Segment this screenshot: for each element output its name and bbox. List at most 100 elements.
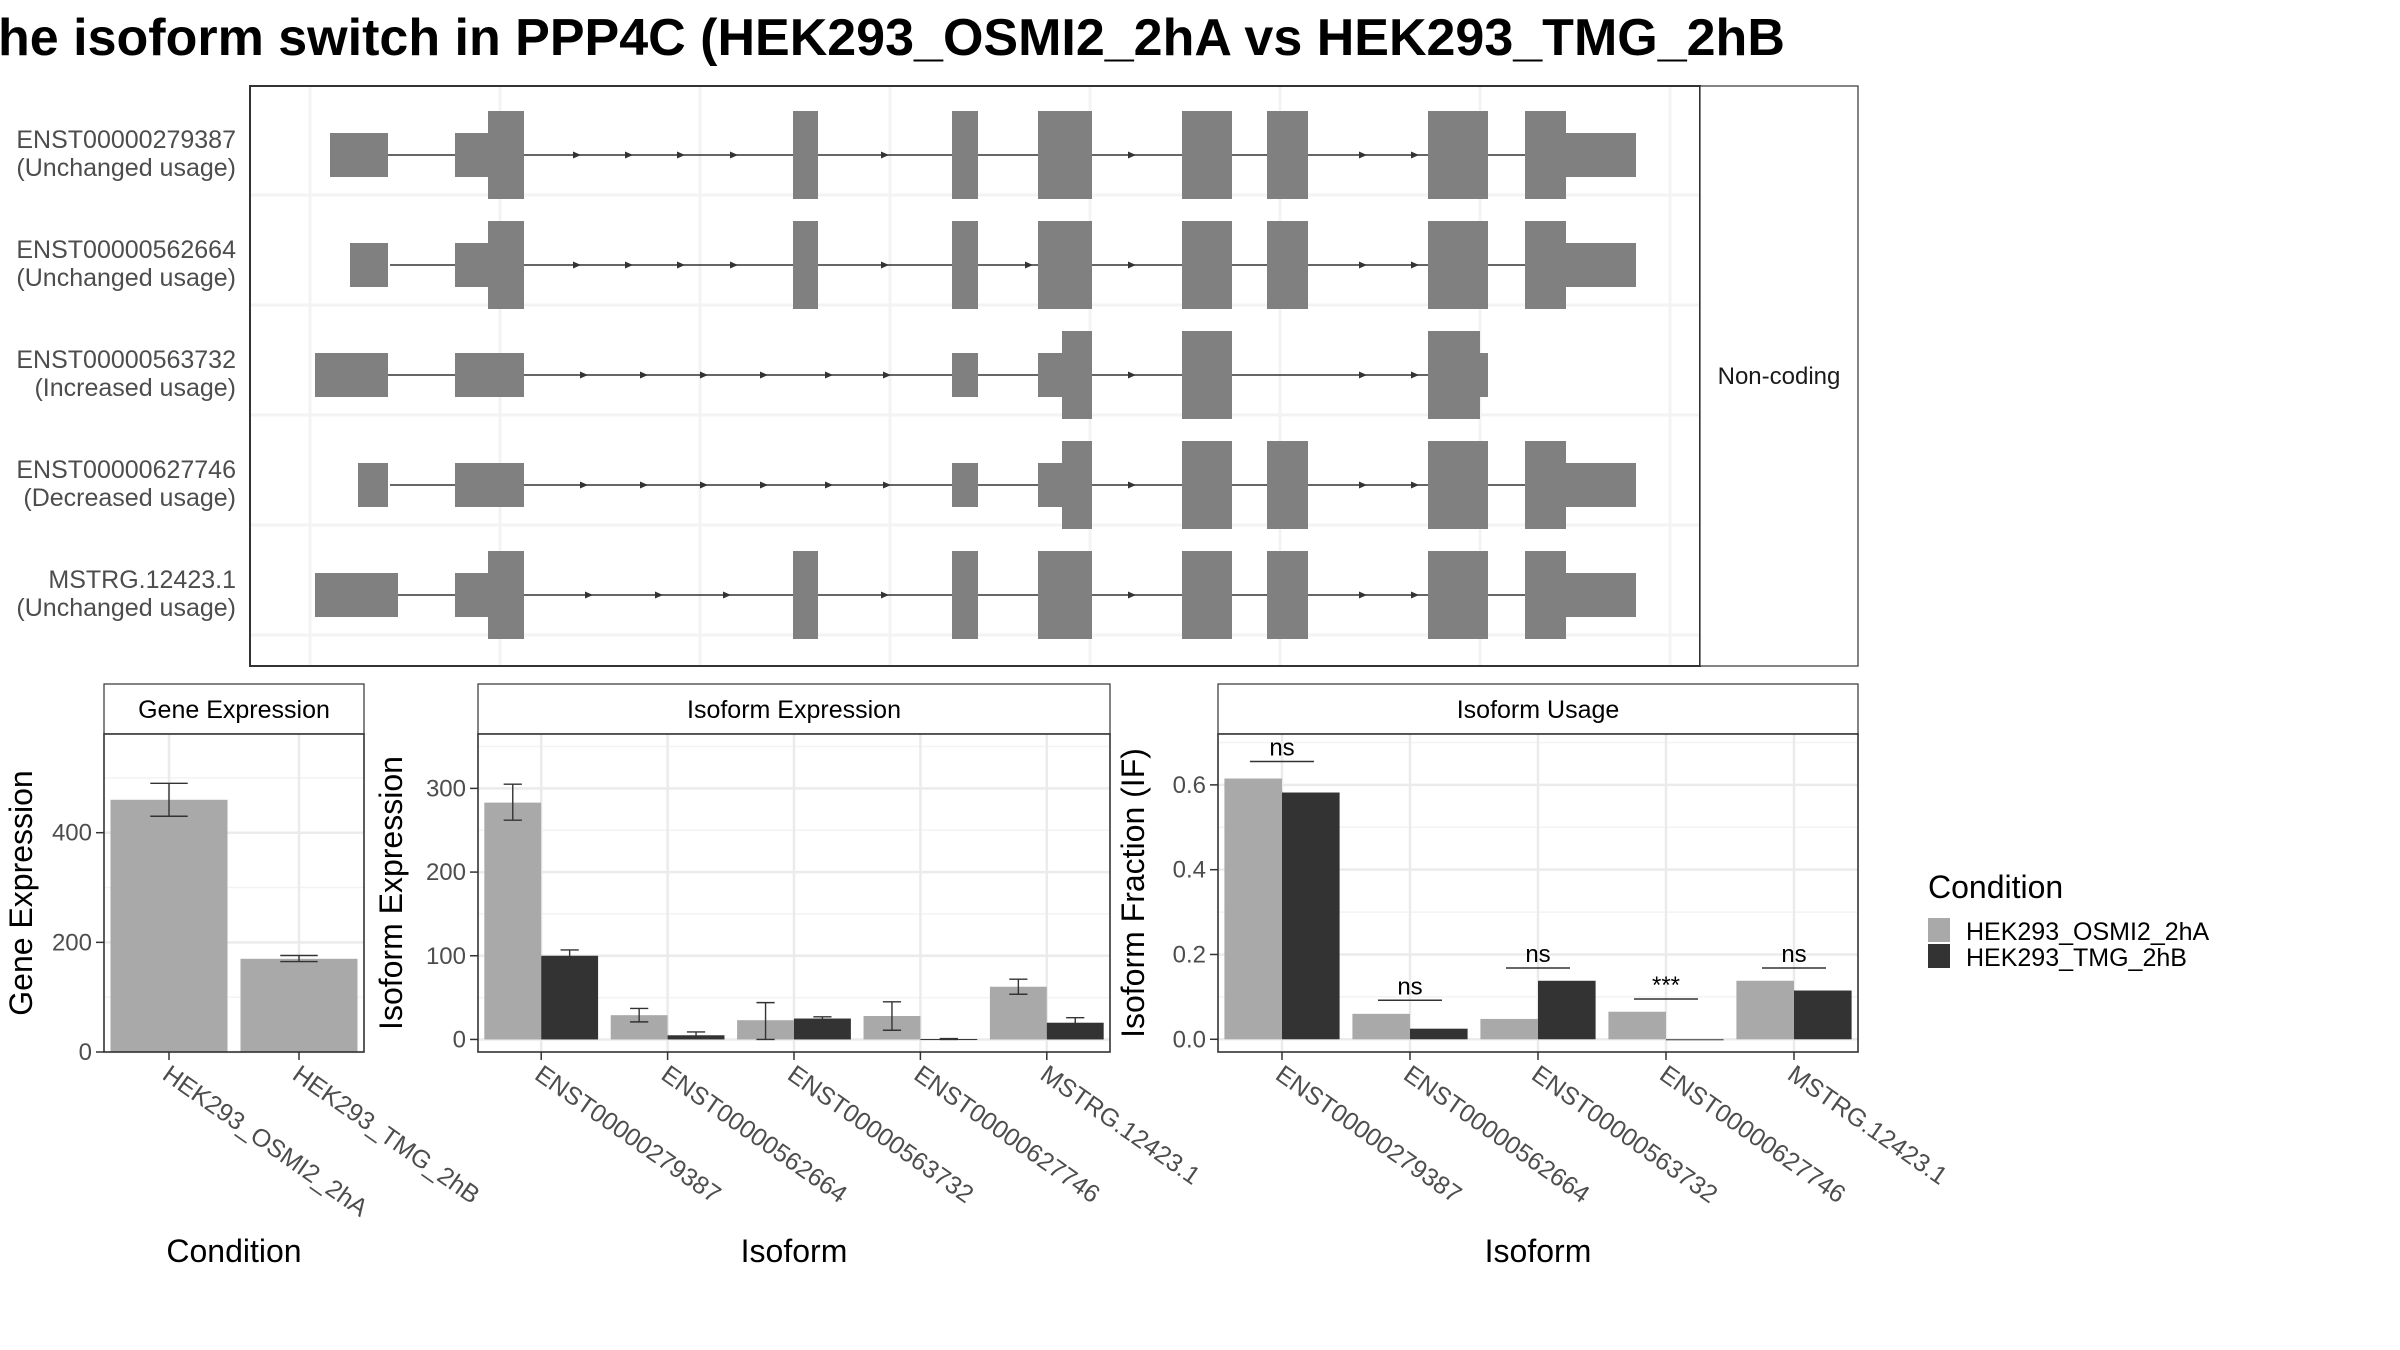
bar-enst00000279387-osmi2 — [484, 802, 542, 1040]
legend-label-osmi2: HEK293_OSMI2_2hA — [1966, 918, 2210, 946]
bar-enst00000279387-tmg — [541, 955, 599, 1040]
utr-exon — [1566, 573, 1636, 617]
intron-direction-arrow — [883, 371, 891, 379]
intron-direction-arrow — [881, 151, 889, 159]
transcript-strip — [1699, 85, 1859, 667]
transcript-labels: ENST00000279387(Unchanged usage)ENST0000… — [16, 126, 236, 622]
coding-exon — [1428, 331, 1480, 419]
intron-direction-arrow — [677, 261, 685, 269]
bar-mstrg.12423.1-tmg — [1794, 990, 1852, 1040]
intron-direction-arrow — [723, 591, 731, 599]
intron-direction-arrow — [625, 151, 633, 159]
y-tick-label: 400 — [52, 820, 92, 847]
gene-expression-y-ticks: 0 200 400 — [52, 820, 104, 1066]
intron-direction-arrow — [760, 481, 768, 489]
utr-exon — [455, 243, 488, 287]
coding-exon — [1062, 331, 1092, 419]
isoform-usage-significance: ns ns ns *** ns — [1250, 735, 1826, 1002]
transcript-status-label: (Decreased usage) — [23, 484, 236, 512]
intron-direction-arrow — [1128, 481, 1136, 489]
coding-exon — [1525, 551, 1566, 639]
intron-direction-arrow — [640, 371, 648, 379]
significance-label: ns — [1525, 941, 1550, 968]
isoform-usage-title: Isoform Usage — [1457, 696, 1620, 724]
significance-label: ns — [1269, 735, 1294, 762]
y-tick-label: 200 — [52, 929, 92, 956]
intron-direction-arrow — [1128, 591, 1136, 599]
intron-direction-arrow — [573, 261, 581, 269]
bar-hek293_osmi2_2ha-osmi2 — [110, 799, 228, 1052]
gene-expression-x-axis-label: Condition — [166, 1233, 301, 1269]
transcript-structure-panel: Non-coding ENST00000279387(Unchanged usa… — [16, 85, 1859, 667]
y-tick-label: 0 — [453, 1026, 466, 1053]
coding-exon — [952, 111, 978, 199]
bar-enst00000563732-tmg — [1538, 980, 1596, 1040]
figure-title: he isoform switch in PPP4C (HEK293_OSMI2… — [0, 9, 1785, 67]
intron-direction-arrow — [1411, 481, 1419, 489]
condition-legend: Condition HEK293_OSMI2_2hA HEK293_TMG_2h… — [1928, 869, 2210, 972]
intron-direction-arrow — [1359, 371, 1367, 379]
isoform-expression-y-ticks: 0 100 200 300 — [426, 775, 478, 1053]
utr-exon — [455, 573, 488, 617]
coding-exon — [1267, 221, 1308, 309]
coding-exon — [488, 111, 524, 199]
utr-exon — [455, 133, 488, 177]
coding-exon — [1428, 441, 1488, 529]
coding-exon — [1428, 551, 1488, 639]
transcript-rows — [315, 111, 1636, 639]
isoform-usage-x-axis-label: Isoform — [1485, 1233, 1592, 1269]
intron-direction-arrow — [655, 591, 663, 599]
bar-mstrg.12423.1-osmi2 — [1736, 980, 1794, 1040]
intron-direction-arrow — [1128, 151, 1136, 159]
utr-exon — [315, 353, 388, 397]
coding-exon — [1525, 111, 1566, 199]
coding-exon — [1062, 441, 1092, 529]
y-tick-label: 100 — [426, 943, 466, 970]
coding-exon — [1038, 551, 1092, 639]
bar-enst00000627746-osmi2 — [1608, 1011, 1666, 1040]
legend-label-tmg: HEK293_TMG_2hB — [1966, 944, 2187, 972]
isoform-expression-x-axis-label: Isoform — [741, 1233, 848, 1269]
utr-exon — [1038, 353, 1062, 397]
bar-hek293_tmg_2hb-osmi2 — [240, 958, 358, 1052]
legend-key-tmg — [1928, 944, 1950, 968]
transcript-row-enst00000563732 — [315, 331, 1488, 419]
intron-direction-arrow — [1411, 371, 1419, 379]
isoform-expression-panel: Isoform Expression 0 100 200 300 ENST000002… — [373, 683, 1205, 1269]
coding-exon — [1182, 221, 1232, 309]
intron-direction-arrow — [700, 371, 708, 379]
coding-exon — [1182, 441, 1232, 529]
gene-expression-bars — [110, 782, 358, 1052]
intron-direction-arrow — [760, 371, 768, 379]
x-tick-label: HEK293_OSMI2_2hA — [158, 1060, 374, 1223]
intron-direction-arrow — [1359, 151, 1367, 159]
strip-label-non-coding: Non-coding — [1718, 363, 1841, 390]
utr-exon — [1038, 463, 1062, 507]
gene-expression-y-axis-label: Gene Expression — [3, 770, 39, 1015]
coding-exon — [793, 221, 818, 309]
intron-direction-arrow — [1128, 261, 1136, 269]
bar-enst00000279387-tmg — [1282, 792, 1340, 1040]
coding-exon — [1038, 221, 1092, 309]
intron-direction-arrow — [730, 151, 738, 159]
intron-direction-arrow — [1411, 591, 1419, 599]
intron-direction-arrow — [881, 261, 889, 269]
isoform-expression-strip — [477, 683, 1111, 735]
coding-exon — [1428, 221, 1488, 309]
transcript-row-enst00000627746 — [358, 441, 1636, 529]
coding-exon — [1267, 441, 1308, 529]
utr-exon — [1566, 463, 1636, 507]
isoform-expression-title: Isoform Expression — [687, 696, 901, 724]
intron-direction-arrow — [700, 481, 708, 489]
y-tick-label: 0.4 — [1173, 857, 1206, 884]
intron-direction-arrow — [825, 371, 833, 379]
gene-expression-title: Gene Expression — [138, 696, 330, 724]
y-tick-label: 0.6 — [1173, 772, 1206, 799]
significance-label: *** — [1652, 972, 1680, 999]
intron-direction-arrow — [1411, 151, 1419, 159]
intron-direction-arrow — [1359, 591, 1367, 599]
bar-enst00000562664-osmi2 — [1352, 1013, 1410, 1040]
isoform-expression-y-axis-label: Isoform Expression — [373, 756, 409, 1030]
